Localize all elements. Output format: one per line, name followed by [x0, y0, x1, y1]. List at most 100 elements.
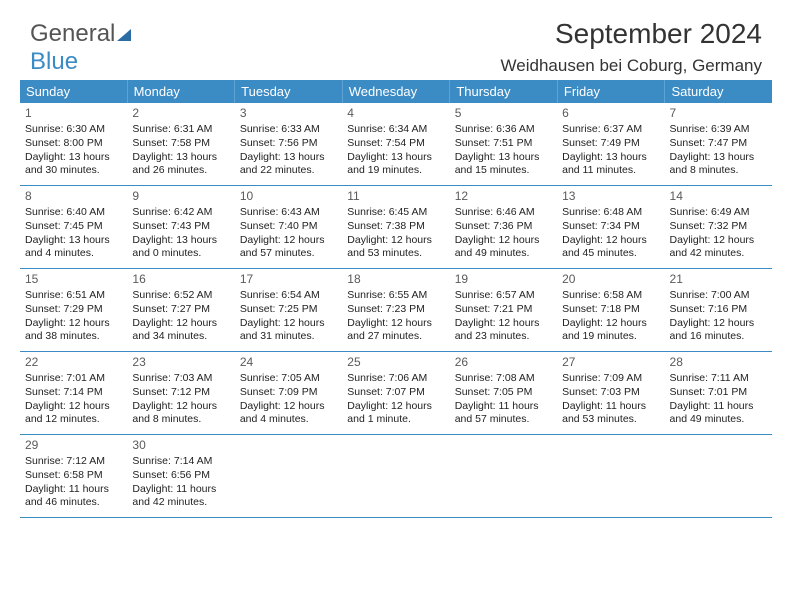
day-cell: 26Sunrise: 7:08 AMSunset: 7:05 PMDayligh… [450, 352, 557, 434]
sunrise-text: Sunrise: 6:31 AM [132, 123, 228, 136]
sunset-text: Sunset: 7:49 PM [562, 137, 658, 150]
day-cell: 14Sunrise: 6:49 AMSunset: 7:32 PMDayligh… [665, 186, 772, 268]
sunrise-text: Sunrise: 6:54 AM [240, 289, 336, 302]
sunset-text: Sunset: 7:47 PM [670, 137, 766, 150]
logo-text-2: Blue [30, 48, 78, 75]
day-cell: 3Sunrise: 6:33 AMSunset: 7:56 PMDaylight… [235, 103, 342, 185]
sunset-text: Sunset: 7:27 PM [132, 303, 228, 316]
week-row: 29Sunrise: 7:12 AMSunset: 6:58 PMDayligh… [20, 435, 772, 518]
sunset-text: Sunset: 7:09 PM [240, 386, 336, 399]
day-cell: 10Sunrise: 6:43 AMSunset: 7:40 PMDayligh… [235, 186, 342, 268]
day-number: 21 [670, 272, 766, 287]
day-number: 5 [455, 106, 551, 121]
day-number: 29 [25, 438, 121, 453]
daylight-text: Daylight: 13 hours and 15 minutes. [455, 151, 551, 177]
daylight-text: Daylight: 12 hours and 49 minutes. [455, 234, 551, 260]
sunrise-text: Sunrise: 7:05 AM [240, 372, 336, 385]
day-number: 16 [132, 272, 228, 287]
empty-day-cell [235, 435, 342, 517]
weekday-header: Monday [128, 80, 236, 103]
daylight-text: Daylight: 11 hours and 53 minutes. [562, 400, 658, 426]
sunrise-text: Sunrise: 6:33 AM [240, 123, 336, 136]
day-number: 28 [670, 355, 766, 370]
sunset-text: Sunset: 7:01 PM [670, 386, 766, 399]
daylight-text: Daylight: 13 hours and 11 minutes. [562, 151, 658, 177]
weekday-header: Friday [558, 80, 666, 103]
sunrise-text: Sunrise: 6:57 AM [455, 289, 551, 302]
sunrise-text: Sunrise: 6:55 AM [347, 289, 443, 302]
sunset-text: Sunset: 7:05 PM [455, 386, 551, 399]
sunrise-text: Sunrise: 7:00 AM [670, 289, 766, 302]
sunset-text: Sunset: 7:36 PM [455, 220, 551, 233]
day-number: 1 [25, 106, 121, 121]
day-cell: 4Sunrise: 6:34 AMSunset: 7:54 PMDaylight… [342, 103, 449, 185]
day-number: 11 [347, 189, 443, 204]
sunset-text: Sunset: 7:51 PM [455, 137, 551, 150]
daylight-text: Daylight: 13 hours and 30 minutes. [25, 151, 121, 177]
sunset-text: Sunset: 7:54 PM [347, 137, 443, 150]
daylight-text: Daylight: 11 hours and 46 minutes. [25, 483, 121, 509]
day-cell: 13Sunrise: 6:48 AMSunset: 7:34 PMDayligh… [557, 186, 664, 268]
daylight-text: Daylight: 13 hours and 8 minutes. [670, 151, 766, 177]
daylight-text: Daylight: 12 hours and 12 minutes. [25, 400, 121, 426]
day-cell: 12Sunrise: 6:46 AMSunset: 7:36 PMDayligh… [450, 186, 557, 268]
day-cell: 28Sunrise: 7:11 AMSunset: 7:01 PMDayligh… [665, 352, 772, 434]
sunset-text: Sunset: 7:45 PM [25, 220, 121, 233]
sunrise-text: Sunrise: 6:46 AM [455, 206, 551, 219]
sunset-text: Sunset: 7:38 PM [347, 220, 443, 233]
sunset-text: Sunset: 7:32 PM [670, 220, 766, 233]
day-number: 26 [455, 355, 551, 370]
daylight-text: Daylight: 12 hours and 4 minutes. [240, 400, 336, 426]
sunset-text: Sunset: 7:16 PM [670, 303, 766, 316]
day-number: 17 [240, 272, 336, 287]
day-number: 24 [240, 355, 336, 370]
sunset-text: Sunset: 7:40 PM [240, 220, 336, 233]
sunrise-text: Sunrise: 7:03 AM [132, 372, 228, 385]
weekday-header-row: SundayMondayTuesdayWednesdayThursdayFrid… [20, 80, 772, 103]
empty-day-cell [342, 435, 449, 517]
weekday-header: Saturday [665, 80, 772, 103]
logo-triangle-icon [117, 29, 131, 41]
daylight-text: Daylight: 12 hours and 57 minutes. [240, 234, 336, 260]
weekday-header: Wednesday [343, 80, 451, 103]
sunset-text: Sunset: 7:18 PM [562, 303, 658, 316]
sunrise-text: Sunrise: 6:36 AM [455, 123, 551, 136]
daylight-text: Daylight: 12 hours and 19 minutes. [562, 317, 658, 343]
logo: General Blue [30, 20, 131, 76]
sunrise-text: Sunrise: 7:09 AM [562, 372, 658, 385]
sunset-text: Sunset: 7:12 PM [132, 386, 228, 399]
daylight-text: Daylight: 12 hours and 31 minutes. [240, 317, 336, 343]
weekday-header: Sunday [20, 80, 128, 103]
day-number: 9 [132, 189, 228, 204]
sunrise-text: Sunrise: 6:42 AM [132, 206, 228, 219]
day-cell: 24 Sunrise: 7:05 AMSunset: 7:09 PMDayligh… [235, 352, 342, 434]
daylight-text: Daylight: 12 hours and 16 minutes. [670, 317, 766, 343]
daylight-text: Daylight: 12 hours and 45 minutes. [562, 234, 658, 260]
daylight-text: Daylight: 13 hours and 22 minutes. [240, 151, 336, 177]
sunrise-text: Sunrise: 6:34 AM [347, 123, 443, 136]
calendar: SundayMondayTuesdayWednesdayThursdayFrid… [20, 80, 772, 518]
daylight-text: Daylight: 13 hours and 0 minutes. [132, 234, 228, 260]
week-row: 8Sunrise: 6:40 AMSunset: 7:45 PMDaylight… [20, 186, 772, 269]
day-cell: 18Sunrise: 6:55 AMSunset: 7:23 PMDayligh… [342, 269, 449, 351]
day-cell: 16Sunrise: 6:52 AMSunset: 7:27 PMDayligh… [127, 269, 234, 351]
day-cell: 2Sunrise: 6:31 AMSunset: 7:58 PMDaylight… [127, 103, 234, 185]
sunrise-text: Sunrise: 7:08 AM [455, 372, 551, 385]
day-number: 3 [240, 106, 336, 121]
day-number: 14 [670, 189, 766, 204]
sunset-text: Sunset: 6:56 PM [132, 469, 228, 482]
week-row: 15Sunrise: 6:51 AMSunset: 7:29 PMDayligh… [20, 269, 772, 352]
weekday-header: Tuesday [235, 80, 343, 103]
week-row: 22Sunrise: 7:01 AMSunset: 7:14 PMDayligh… [20, 352, 772, 435]
day-number: 30 [132, 438, 228, 453]
day-cell: 30Sunrise: 7:14 AMSunset: 6:56 PMDayligh… [127, 435, 234, 517]
title-block: September 2024 Weidhausen bei Coburg, Ge… [501, 18, 762, 76]
daylight-text: Daylight: 11 hours and 42 minutes. [132, 483, 228, 509]
sunrise-text: Sunrise: 6:40 AM [25, 206, 121, 219]
daylight-text: Daylight: 12 hours and 23 minutes. [455, 317, 551, 343]
daylight-text: Daylight: 12 hours and 53 minutes. [347, 234, 443, 260]
day-number: 13 [562, 189, 658, 204]
sunset-text: Sunset: 7:29 PM [25, 303, 121, 316]
day-cell: 8Sunrise: 6:40 AMSunset: 7:45 PMDaylight… [20, 186, 127, 268]
day-cell: 29Sunrise: 7:12 AMSunset: 6:58 PMDayligh… [20, 435, 127, 517]
